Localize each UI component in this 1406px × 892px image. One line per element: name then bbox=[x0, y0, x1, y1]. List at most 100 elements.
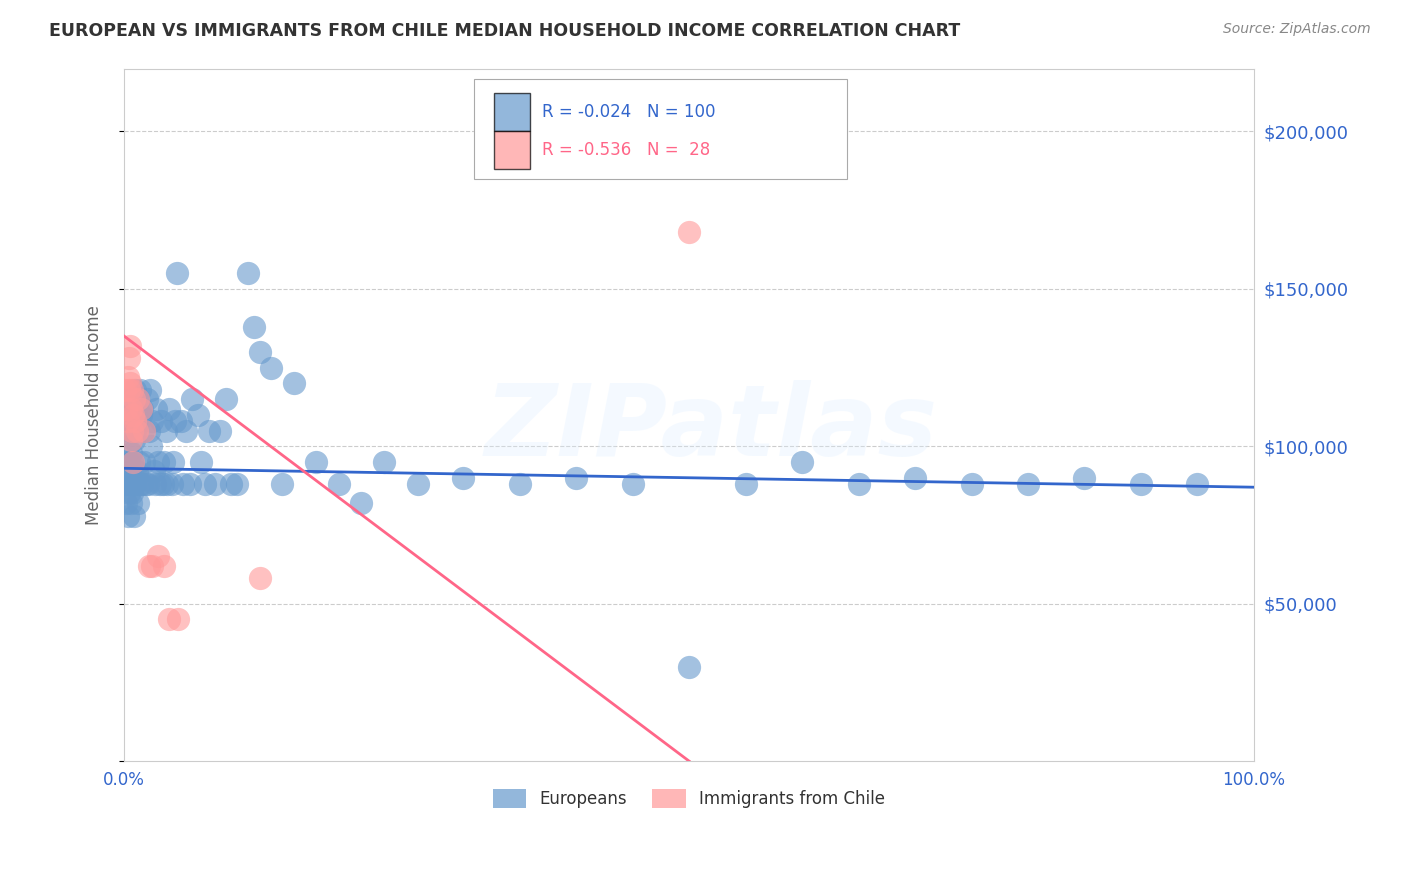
Point bbox=[149, 477, 172, 491]
Point bbox=[125, 408, 148, 422]
Point bbox=[129, 408, 152, 422]
Point bbox=[136, 477, 159, 491]
Point bbox=[734, 477, 756, 491]
Point bbox=[150, 414, 173, 428]
Point bbox=[1073, 471, 1095, 485]
Point bbox=[181, 392, 204, 406]
Point bbox=[960, 477, 983, 491]
Point bbox=[163, 414, 186, 428]
Point bbox=[118, 383, 141, 397]
Point bbox=[118, 465, 141, 479]
Point bbox=[122, 455, 145, 469]
Point bbox=[118, 455, 141, 469]
Point bbox=[120, 496, 142, 510]
Point bbox=[124, 424, 146, 438]
Point bbox=[156, 477, 179, 491]
Point bbox=[146, 455, 169, 469]
Text: Source: ZipAtlas.com: Source: ZipAtlas.com bbox=[1223, 22, 1371, 37]
Point bbox=[1187, 477, 1209, 491]
Text: R = -0.536   N =  28: R = -0.536 N = 28 bbox=[543, 141, 710, 159]
Point bbox=[848, 477, 870, 491]
Point bbox=[124, 508, 146, 523]
Point bbox=[114, 477, 136, 491]
Point bbox=[118, 477, 141, 491]
Point bbox=[283, 376, 305, 391]
Point bbox=[249, 572, 271, 586]
FancyBboxPatch shape bbox=[474, 78, 848, 179]
Point bbox=[141, 414, 163, 428]
Point bbox=[145, 401, 167, 416]
Point bbox=[172, 477, 194, 491]
Point bbox=[1130, 477, 1153, 491]
Legend: Europeans, Immigrants from Chile: Europeans, Immigrants from Chile bbox=[486, 782, 891, 815]
Point bbox=[187, 408, 209, 422]
Point bbox=[125, 424, 148, 438]
Point bbox=[122, 408, 145, 422]
Point bbox=[135, 392, 157, 406]
Point bbox=[131, 401, 153, 416]
Point bbox=[162, 455, 184, 469]
Point bbox=[238, 266, 260, 280]
Point bbox=[350, 496, 373, 510]
Point bbox=[124, 477, 146, 491]
Point bbox=[118, 424, 141, 438]
Point bbox=[138, 424, 160, 438]
Point bbox=[117, 439, 139, 453]
Point bbox=[131, 477, 153, 491]
Point bbox=[120, 445, 142, 459]
Point bbox=[190, 455, 212, 469]
Point bbox=[117, 508, 139, 523]
Point bbox=[124, 433, 146, 447]
Point bbox=[120, 392, 142, 406]
Point bbox=[115, 455, 138, 469]
Y-axis label: Median Household Income: Median Household Income bbox=[86, 305, 103, 524]
Point bbox=[166, 266, 188, 280]
Point bbox=[129, 383, 152, 397]
Point bbox=[117, 370, 139, 384]
Point bbox=[118, 338, 141, 352]
Point bbox=[117, 471, 139, 485]
Point bbox=[121, 383, 143, 397]
Point bbox=[118, 408, 141, 422]
Point bbox=[141, 439, 163, 453]
Point bbox=[115, 401, 138, 416]
Point bbox=[157, 401, 180, 416]
Text: EUROPEAN VS IMMIGRANTS FROM CHILE MEDIAN HOUSEHOLD INCOME CORRELATION CHART: EUROPEAN VS IMMIGRANTS FROM CHILE MEDIAN… bbox=[49, 22, 960, 40]
Point bbox=[146, 549, 169, 564]
Point bbox=[117, 414, 139, 428]
Point bbox=[194, 477, 217, 491]
Point bbox=[134, 424, 156, 438]
Point bbox=[271, 477, 294, 491]
Point bbox=[179, 477, 201, 491]
Point bbox=[328, 477, 350, 491]
Point bbox=[406, 477, 429, 491]
Point bbox=[127, 392, 149, 406]
Point bbox=[127, 496, 149, 510]
Text: R = -0.024   N = 100: R = -0.024 N = 100 bbox=[543, 103, 716, 121]
Point bbox=[249, 344, 271, 359]
Point bbox=[121, 486, 143, 500]
Point bbox=[305, 455, 328, 469]
Point bbox=[121, 455, 143, 469]
Point bbox=[152, 558, 174, 573]
Point bbox=[904, 471, 927, 485]
Point bbox=[243, 319, 266, 334]
Point bbox=[128, 414, 150, 428]
Text: ZIPatlas: ZIPatlas bbox=[485, 380, 938, 477]
Point bbox=[114, 383, 136, 397]
Point bbox=[127, 392, 149, 406]
Point bbox=[121, 424, 143, 438]
Point bbox=[169, 414, 191, 428]
Point bbox=[125, 465, 148, 479]
Point bbox=[118, 351, 141, 365]
Point bbox=[121, 414, 143, 428]
Point bbox=[129, 401, 152, 416]
Point bbox=[115, 496, 138, 510]
Point bbox=[174, 424, 197, 438]
Point bbox=[124, 477, 146, 491]
Point bbox=[790, 455, 813, 469]
Point bbox=[118, 486, 141, 500]
Point bbox=[134, 455, 156, 469]
Point bbox=[621, 477, 644, 491]
Point bbox=[160, 477, 183, 491]
